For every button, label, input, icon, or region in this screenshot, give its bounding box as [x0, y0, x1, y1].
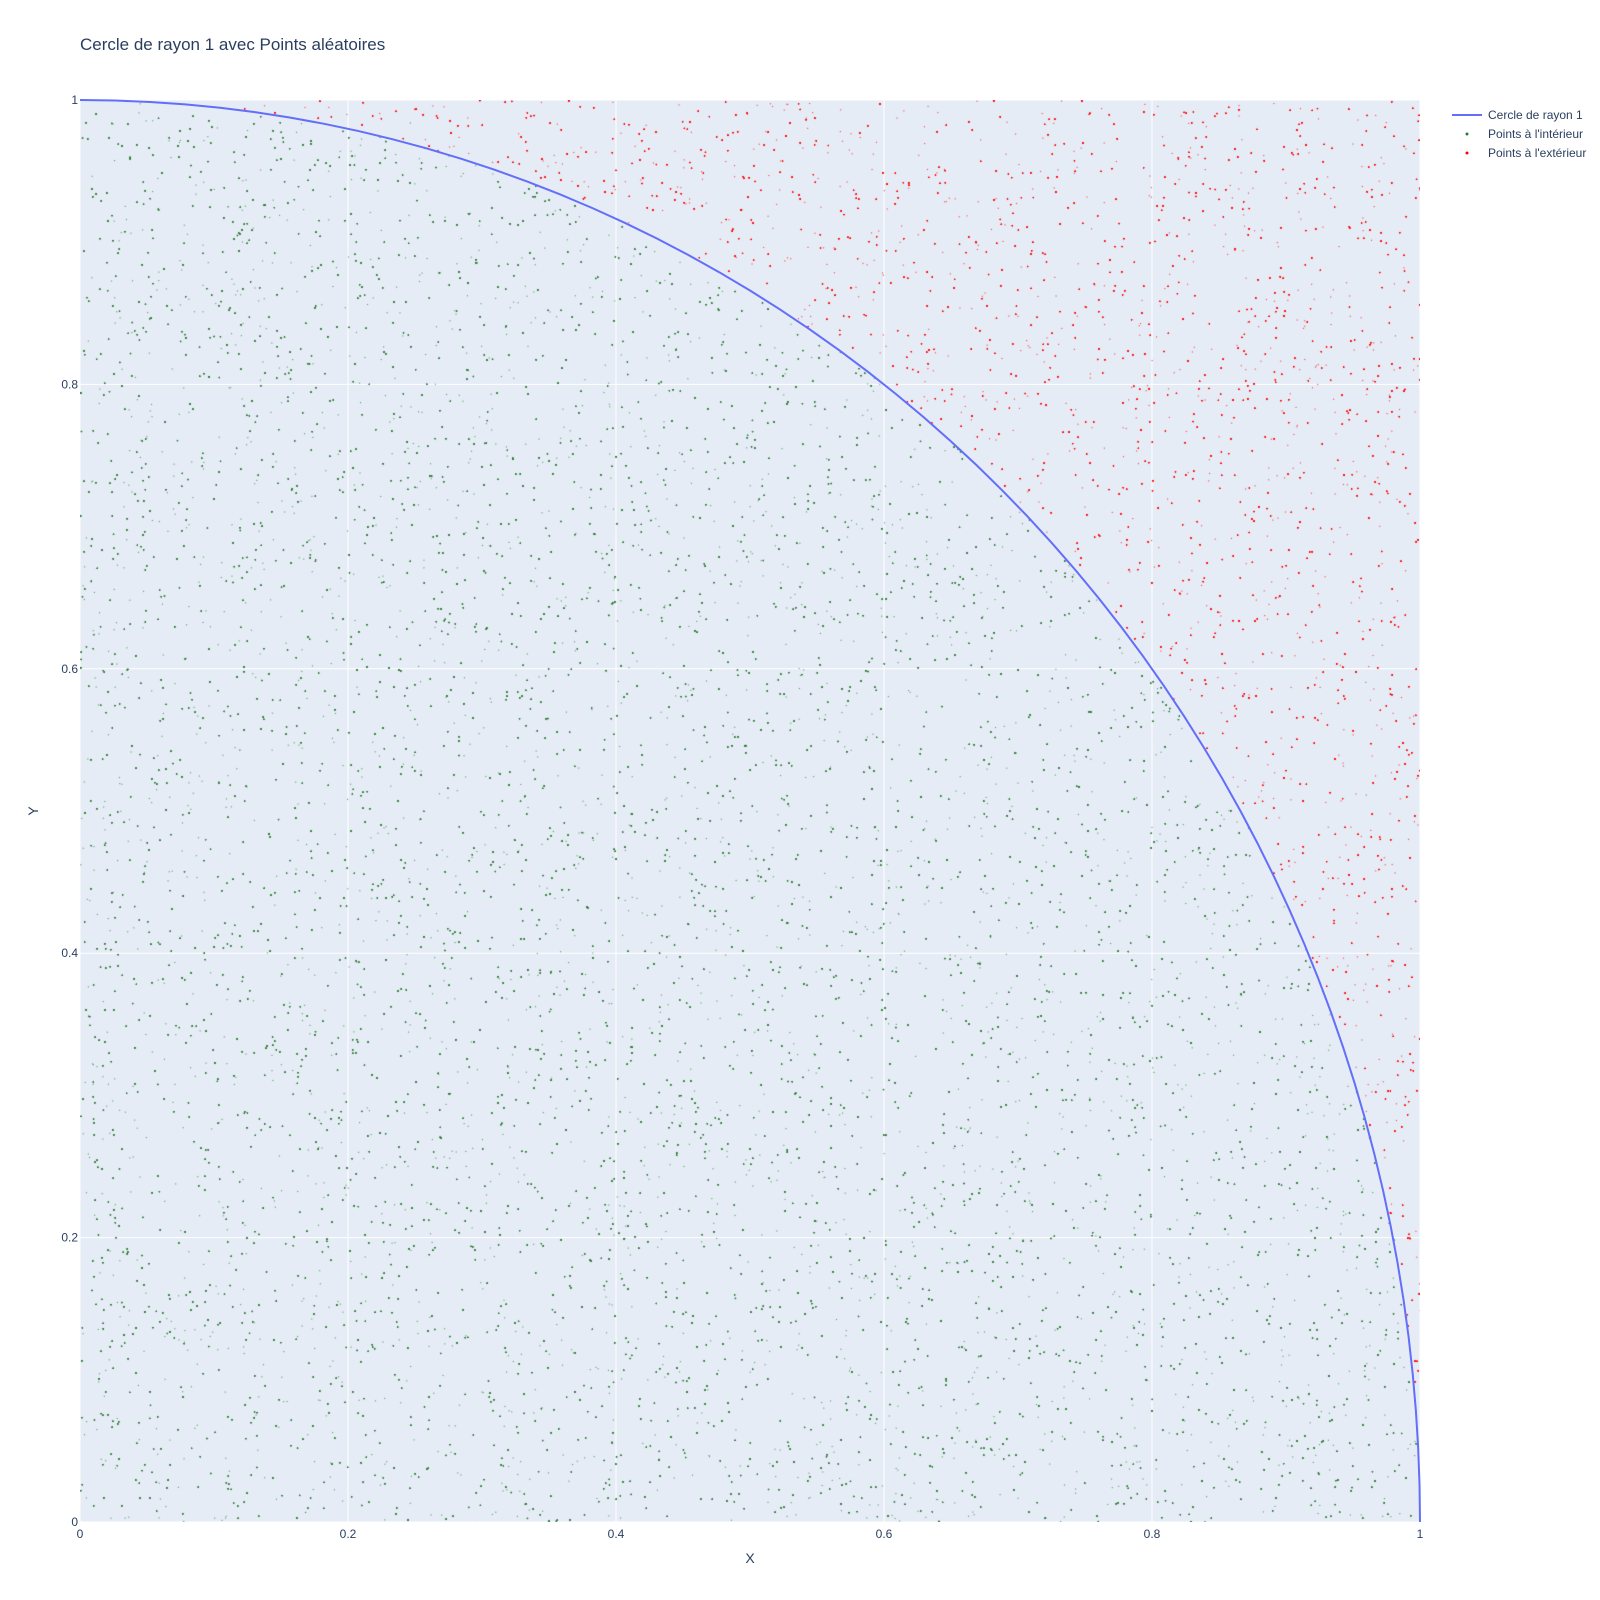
- x-axis-ticks: 0 0.2 0.4 0.6 0.8 1: [77, 1527, 1424, 1541]
- legend-label-circle: Cercle de rayon 1: [1488, 108, 1583, 122]
- y-axis-label: Y: [25, 806, 41, 816]
- x-tick-label: 0.8: [1144, 1527, 1161, 1541]
- y-tick-label: 0.8: [61, 377, 78, 391]
- legend: Cercle de rayon 1 Points à l'intérieur P…: [1452, 108, 1586, 160]
- scatter-points-layer: [80, 100, 1420, 1522]
- x-tick-label: 0.2: [340, 1527, 357, 1541]
- x-tick-label: 0.6: [876, 1527, 893, 1541]
- x-tick-label: 0: [77, 1527, 84, 1541]
- y-tick-label: 0.2: [61, 1231, 78, 1245]
- x-axis-label: X: [745, 1550, 755, 1566]
- y-tick-label: 0.4: [61, 946, 78, 960]
- legend-label-outside: Points à l'extérieur: [1488, 146, 1586, 160]
- series-line-circle: [79, 99, 1421, 1523]
- x-tick-label: 0.4: [608, 1527, 625, 1541]
- y-tick-label: 1: [71, 93, 78, 107]
- x-tick-label: 1: [1417, 1527, 1424, 1541]
- legend-item-outside[interactable]: Points à l'extérieur: [1465, 146, 1587, 160]
- y-tick-label: 0.6: [61, 662, 78, 676]
- y-tick-label: 0: [71, 1515, 78, 1529]
- legend-item-inside[interactable]: Points à l'intérieur: [1465, 127, 1584, 141]
- chart-title: Cercle de rayon 1 avec Points aléatoires: [80, 35, 385, 54]
- legend-label-inside: Points à l'intérieur: [1488, 127, 1583, 141]
- legend-item-circle[interactable]: Cercle de rayon 1: [1452, 108, 1583, 122]
- y-axis-ticks: 0 0.2 0.4 0.6 0.8 1: [61, 93, 78, 1529]
